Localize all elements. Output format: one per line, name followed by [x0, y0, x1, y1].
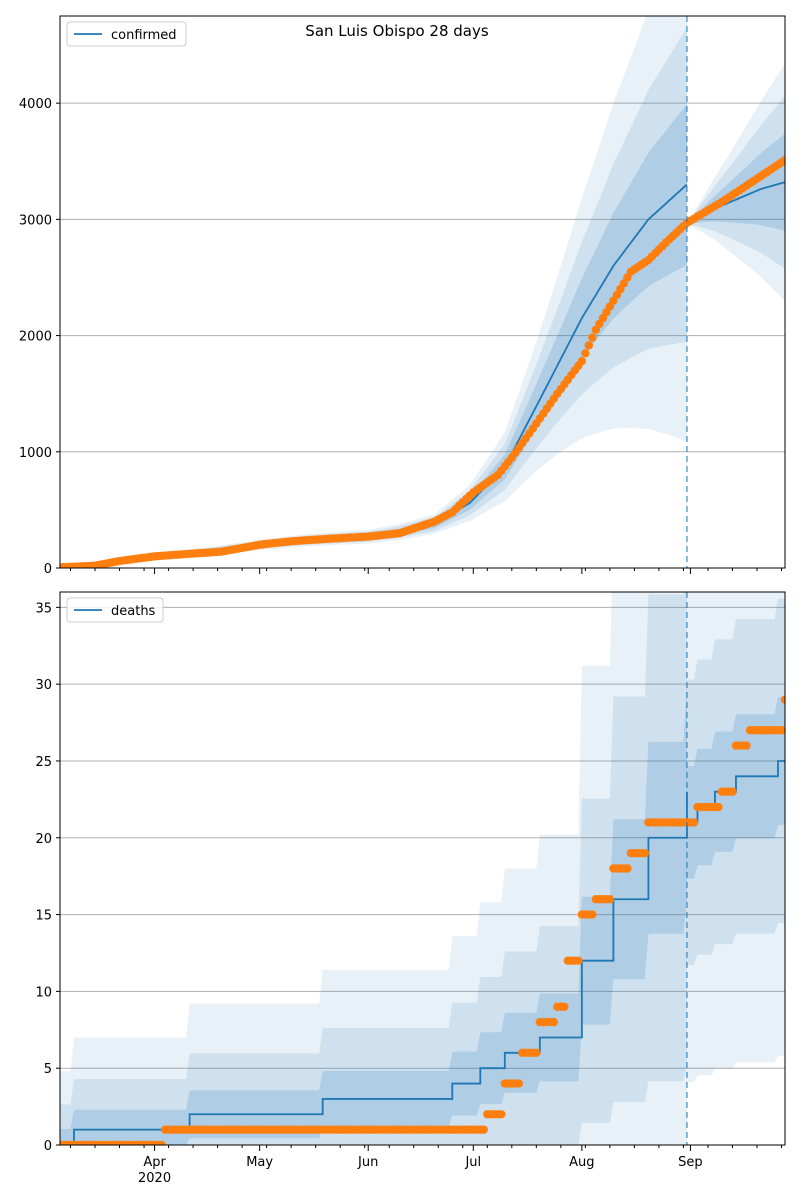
y-tick-label: 25: [35, 755, 52, 770]
observed-point: [497, 1110, 506, 1119]
legend-label: deaths: [111, 604, 156, 619]
x-tick-label: Jun: [357, 1155, 378, 1170]
observed-point: [514, 1079, 524, 1088]
y-tick-label: 3000: [19, 213, 52, 228]
legend: deaths: [66, 597, 164, 623]
legend-box: [66, 21, 187, 47]
plot-area: [60, 16, 785, 568]
plot-frame: [59, 15, 786, 569]
observed-point: [780, 695, 785, 704]
legend: confirmed: [66, 21, 187, 47]
y-tick-label: 35: [35, 601, 52, 616]
y-tick-label: 4000: [19, 97, 52, 112]
x-tick-label: Apr: [143, 1155, 166, 1170]
y-tick-label: 0: [44, 1139, 52, 1154]
x-tick-label: Jul: [464, 1155, 481, 1170]
observed-point: [479, 1125, 488, 1134]
observed-point: [581, 349, 590, 358]
observed-point: [742, 741, 751, 750]
observed-point: [689, 818, 699, 827]
legend-box: [66, 597, 164, 623]
uncertainty-band: [686, 95, 785, 269]
confirmed-panel: 0 1000 2000 3000 4000 confirmed: [19, 15, 786, 577]
observed-point: [532, 1048, 541, 1058]
observed-point: [777, 726, 785, 735]
y-tick-label: 0: [44, 562, 52, 577]
uncertainty-band: [686, 63, 785, 302]
observed-point: [623, 864, 632, 873]
uncertainty-band: [60, 103, 687, 568]
observed-point: [577, 356, 587, 366]
observed-point: [640, 848, 650, 858]
x-tick-label: May: [246, 1155, 273, 1170]
x-tick-label: Sep: [678, 1155, 703, 1170]
y-tick-label: 15: [35, 909, 52, 924]
observed-point: [780, 155, 785, 165]
uncertainty-band: [60, 592, 687, 1145]
observed-point: [728, 787, 737, 796]
uncertainty-band: [60, 683, 687, 1145]
y-tick-label: 10: [35, 985, 52, 1000]
x-tick-label: Aug: [569, 1155, 594, 1170]
y-tick-label: 20: [35, 832, 52, 847]
observed-point: [714, 802, 723, 812]
observed-point: [588, 910, 597, 919]
observed-point: [157, 1140, 166, 1145]
y-tick-label: 5: [44, 1062, 52, 1077]
observed-point: [549, 1017, 559, 1027]
y-tick-label: 2000: [19, 330, 52, 345]
y-tick-label: 1000: [19, 446, 52, 461]
chart-title: San Luis Obispo 28 days: [305, 22, 489, 40]
plot-frame: [59, 591, 786, 1146]
plot-area: [60, 592, 785, 1145]
uncertainty-band: [686, 592, 785, 1082]
observed-point: [584, 341, 594, 350]
observed-point: [588, 333, 597, 342]
x-tick-sublabel: 2020: [138, 1171, 171, 1186]
observed-point: [574, 956, 583, 965]
observed-point: [605, 895, 615, 904]
legend-label: confirmed: [111, 28, 177, 43]
observed-point: [560, 1002, 569, 1011]
uncertainty-band: [60, 592, 687, 1145]
y-tick-label: 30: [35, 678, 52, 693]
